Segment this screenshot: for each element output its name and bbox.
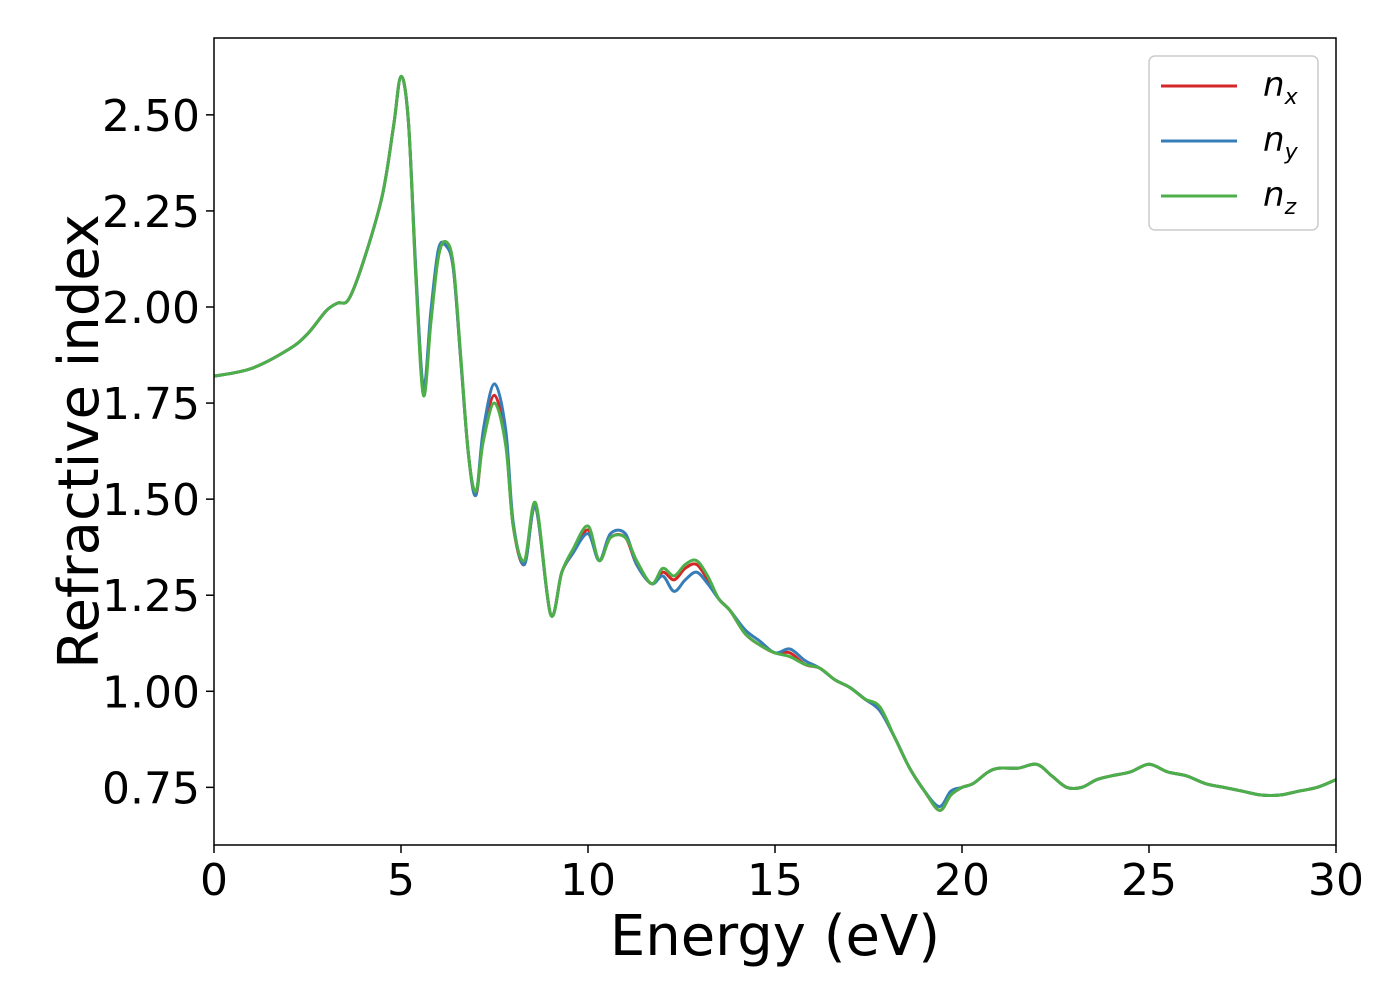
x-tick-label: 5 xyxy=(387,855,415,906)
y-tick-label: 0.75 xyxy=(102,763,200,814)
legend-label-n_z: nz xyxy=(1263,175,1297,220)
series-line-n_z xyxy=(214,74,1336,812)
legend-label-n_y: ny xyxy=(1263,120,1299,165)
y-axis-title: Refractive index xyxy=(47,214,112,669)
x-tick-label: 10 xyxy=(560,855,616,906)
legend: nx ny nz xyxy=(1148,55,1319,231)
x-tick-label: 25 xyxy=(1121,855,1177,906)
y-tick-label: 1.50 xyxy=(102,475,200,526)
x-tick-label: 15 xyxy=(747,855,803,906)
y-tick-label: 2.25 xyxy=(102,187,200,238)
legend-label-n_x: nx xyxy=(1263,65,1299,110)
y-tick-label: 1.25 xyxy=(102,571,200,622)
x-axis-ticks: 0 5 10 15 20 25 30 xyxy=(200,845,1364,906)
legend-box xyxy=(1148,55,1319,231)
x-tick-label: 20 xyxy=(934,855,990,906)
y-tick-label: 1.75 xyxy=(102,379,200,430)
y-tick-label: 2.50 xyxy=(102,91,200,142)
y-axis-ticks: 0.75 1.00 1.25 1.50 1.75 2.00 2.25 2.50 xyxy=(102,91,214,814)
y-tick-label: 2.00 xyxy=(102,283,200,334)
y-tick-label: 1.00 xyxy=(102,667,200,718)
series-layer xyxy=(214,74,1336,812)
x-axis-title: Energy (eV) xyxy=(610,904,940,969)
x-tick-label: 0 xyxy=(200,855,228,906)
x-tick-label: 30 xyxy=(1308,855,1364,906)
